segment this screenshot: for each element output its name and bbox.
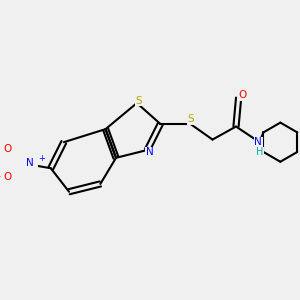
Text: N: N: [26, 158, 34, 168]
Text: O: O: [4, 172, 12, 182]
Text: O: O: [4, 144, 12, 154]
Text: O: O: [238, 90, 247, 100]
Text: S: S: [136, 96, 142, 106]
Text: H: H: [256, 147, 263, 157]
Text: N: N: [254, 137, 262, 147]
Text: S: S: [187, 114, 194, 124]
Text: N: N: [146, 147, 153, 157]
Text: +: +: [38, 154, 45, 163]
